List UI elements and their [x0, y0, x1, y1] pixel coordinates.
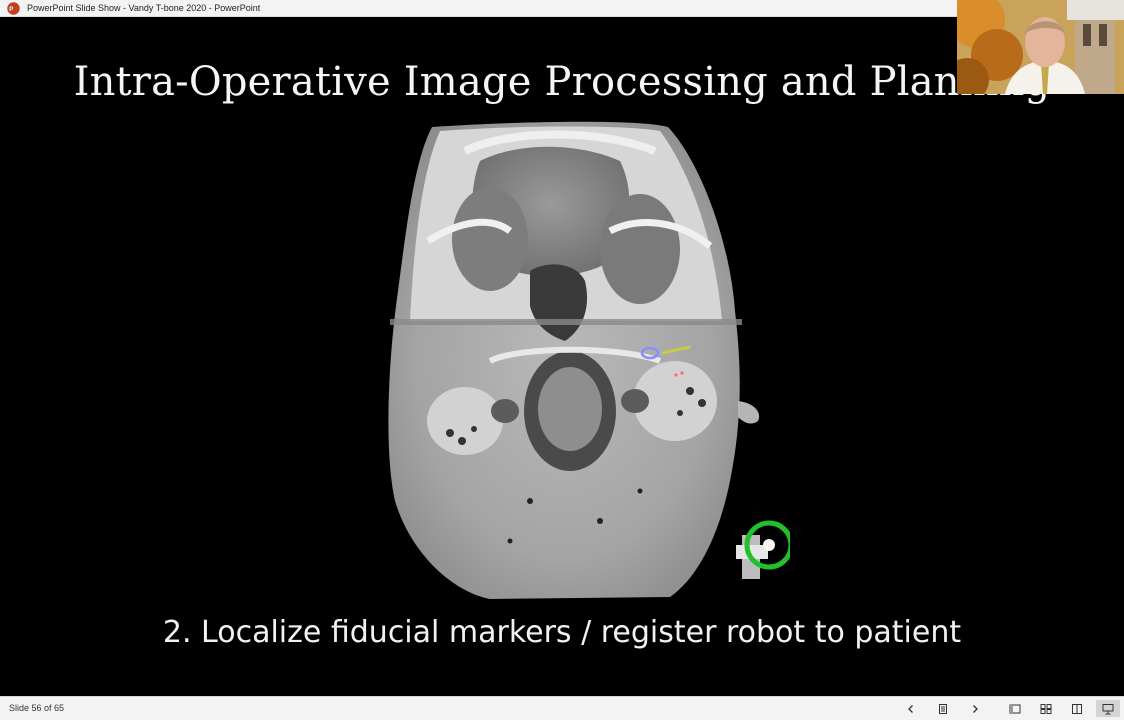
- presenter-webcam: [957, 0, 1124, 94]
- grid-view-icon: [1040, 703, 1052, 714]
- slide-caption: 2. Localize fiducial markers / register …: [162, 615, 962, 650]
- window-title: PowerPoint Slide Show - Vandy T-bone 202…: [27, 3, 261, 13]
- slide-canvas[interactable]: Intra-Operative Image Processing and Pla…: [0, 17, 1124, 696]
- grid-view-button[interactable]: [1034, 700, 1058, 717]
- previous-slide-button[interactable]: [899, 700, 923, 717]
- svg-text:P: P: [9, 7, 13, 13]
- next-slide-button[interactable]: [963, 700, 987, 717]
- previous-icon: [908, 704, 913, 713]
- powerpoint-icon: P: [7, 2, 20, 15]
- next-icon: [973, 704, 978, 713]
- ct-scan-image: [370, 121, 794, 603]
- normal-view-button[interactable]: [1003, 700, 1027, 717]
- reading-view-button[interactable]: [1065, 700, 1089, 717]
- slide-show-button[interactable]: [1096, 700, 1120, 717]
- slideshow-statusbar: Slide 56 of 65: [0, 696, 1124, 720]
- slide-counter: Slide 56 of 65: [9, 703, 65, 713]
- slide-sorter-button[interactable]: [931, 700, 955, 717]
- normal-view-icon: [1009, 704, 1021, 713]
- slide-show-icon: [1102, 703, 1114, 714]
- window-titlebar: P PowerPoint Slide Show - Vandy T-bone 2…: [0, 0, 1124, 17]
- reading-view-icon: [1072, 703, 1082, 714]
- slide-title: Intra-Operative Image Processing and Pla…: [73, 59, 1051, 105]
- slide-sorter-icon: [939, 703, 947, 714]
